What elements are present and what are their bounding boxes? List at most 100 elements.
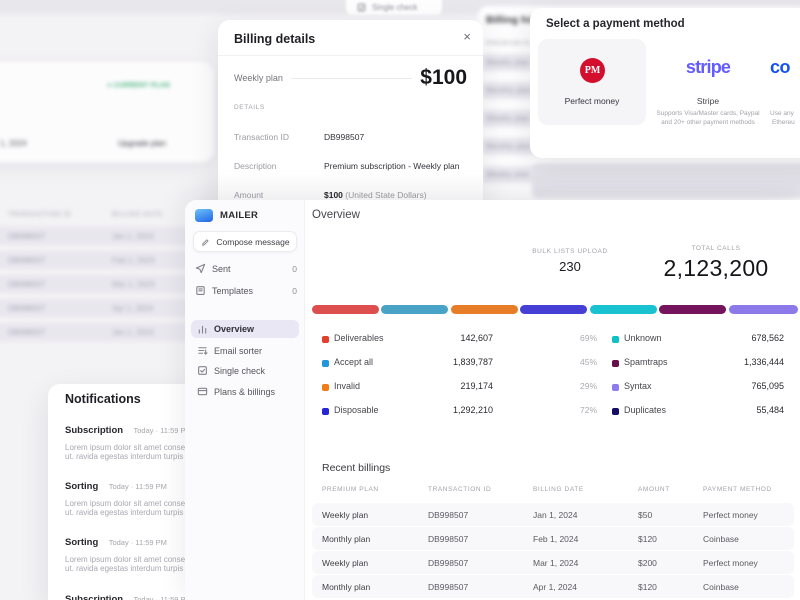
legend-swatch [612,360,619,367]
price-connector [290,77,413,79]
stat-value: 230 [559,259,581,274]
legend-row: Disposable 1,292,210 72% [322,405,597,419]
compose-message-label: Compose message [216,236,290,247]
billing-details-title: Billing details [234,32,316,46]
plans-billings-icon [197,387,208,396]
plan-price-row: Weekly plan $100 [234,66,467,90]
payment-modal-title: Select a payment method [546,18,685,30]
page-title: Overview [312,209,360,221]
sent-count: 0 [292,263,297,274]
current-plan-card: ● CURRENT PLAN 1, 2024 Upgrade plan [0,62,214,162]
bar-segment [589,305,657,314]
upgrade-plan-button[interactable]: Upgrade plan [118,139,167,148]
notification-item[interactable]: Sorting Today · 11:59 PM Lorem ipsum dol… [65,532,305,573]
legend-swatch [322,360,329,367]
stat-label: SINGLE EMAIL VALIDATION [792,248,800,255]
legend-swatch [612,336,619,343]
notification-item[interactable]: Subscription Today · 11:59 PM [65,589,305,600]
detail-row-transaction: Transaction ID DB998507 [234,132,365,142]
legend-swatch [322,336,329,343]
header-divider [218,55,483,56]
single-check-chip-label: Single check [372,3,418,12]
sidebar-item-sent[interactable]: Sent 0 [195,263,297,274]
notifications-title: Notifications [65,392,141,406]
bar-segment [728,305,799,314]
notification-item[interactable]: Subscription Today · 11:59 PM Lorem ipsu… [65,420,305,461]
legend-row: Unknown 678,562 [612,333,784,347]
stripe-desc-1: Supports Visa/Master cards, Paypal [656,110,760,117]
perfect-money-logo: PM [580,58,605,83]
sidebar-item-label: Sent [212,263,231,274]
stripe-desc-2: and 20+ other payment methods [661,119,755,126]
bg-table-row: DB998507 Mar 1, 2024 [0,275,215,293]
notification-item-title: Sorting [65,481,99,492]
stat-label: TOTAL CALLS [691,245,741,252]
payment-card-perfect-money[interactable]: PM Perfect money [538,39,646,125]
coinbase-wordmark: co [770,57,791,77]
notification-item[interactable]: Sorting Today · 11:59 PM Lorem ipsum dol… [65,476,305,517]
single-check-chip: Single check [346,0,442,15]
mailer-logo-icon [195,209,213,222]
sidebar-item-templates[interactable]: Templates 0 [195,285,297,296]
sidebar-item-plans-billings[interactable]: Plans & billings [197,386,299,397]
perfect-money-label: Perfect money [564,96,620,106]
sidebar-item-label: Plans & billings [214,386,276,397]
stat-value: 2,123,200 [663,255,769,281]
legend-swatch [322,384,329,391]
legend-swatch [612,384,619,391]
sidebar-item-single-check[interactable]: Single check [197,365,299,376]
recent-billings-header: PREMIUM PLAN TRANSACTION ID BILLING DATE… [322,486,772,493]
close-icon[interactable]: × [463,29,471,44]
stat-total-calls: TOTAL CALLS 2,123,200 [616,245,800,282]
bg-table-row: DB998507 Feb 1, 2024 [0,251,215,269]
bg-table-row: DB998507 Jan 1, 2024 [0,227,215,245]
stripe-label: Stripe [696,96,720,106]
billing-row[interactable]: Weekly plan DB998507 Jan 1, 2024 $50 Per… [312,503,794,526]
legend-row: Accept all 1,839,787 45% [322,357,597,371]
bar-segment [312,305,380,314]
stat-single-email-validation: SINGLE EMAIL VALIDATION 1456 [792,248,800,274]
legend-row: Spamtraps 1,336,444 [612,357,784,371]
templates-icon [196,286,205,295]
background-history-table: TRANSACTION ID BILLING DATE DB998507 Jan… [0,205,215,355]
bar-segment [520,305,588,314]
single-check-icon [357,3,366,12]
bg-col-transaction-id: TRANSACTION ID [8,211,72,218]
legend-swatch [322,408,329,415]
mailer-sidebar: MAILER Compose message Sent 0 Templates … [185,200,305,600]
bg-table-row: DB998507 Apr 1, 2024 [0,299,215,317]
sidebar-item-label: Templates [212,285,254,296]
legend-row: Deliverables 142,607 69% [322,333,597,347]
billing-history-col-header: PREMIUM PLAN [486,40,543,47]
legend-row: Syntax 765,095 [612,381,784,395]
bg-gray-band [532,164,800,198]
sidebar-item-label: Email sorter [214,345,263,356]
payment-card-stripe[interactable]: stripe Stripe Supports Visa/Master cards… [654,39,762,149]
stat-label: BULK LISTS UPLOAD [532,248,608,255]
notification-item-time: Today · 11:59 PM [108,538,167,547]
bar-segment [659,305,727,314]
sidebar-item-email-sorter[interactable]: Email sorter [197,345,299,356]
legend-swatch [612,408,619,415]
coinbase-desc-1: Use any [770,110,794,117]
billing-details-modal: Billing details × Weekly plan $100 DETAI… [218,20,483,210]
email-sorter-icon [198,347,208,355]
compose-message-button[interactable]: Compose message [193,231,297,252]
coinbase-desc-2: Ethereu [772,119,795,126]
notification-item-body: Lorem ipsum dolor sit amet consectetur. u… [65,555,208,573]
payment-card-coinbase[interactable]: co Use any Ethereu [770,39,800,149]
detail-row-amount: Amount $100 (United State Dollars) [234,190,427,200]
bar-segment [381,305,449,314]
notification-item-time: Today · 11:59 PM [108,482,167,491]
current-plan-dot: ● [107,82,114,89]
sidebar-item-overview[interactable]: Overview [191,320,299,338]
recent-billings-title: Recent billings [322,462,391,474]
notification-item-title: Subscription [65,594,124,600]
billing-row[interactable]: Monthly plan DB998507 Apr 1, 2024 $120 C… [312,575,794,598]
distribution-bar [312,305,799,314]
billing-row[interactable]: Monthly plan DB998507 Feb 1, 2024 $120 C… [312,527,794,550]
current-plan-badge: ● CURRENT PLAN [107,82,170,89]
billing-row[interactable]: Weekly plan DB998507 Mar 1, 2024 $200 Pe… [312,551,794,574]
brand-row: MAILER [195,209,258,222]
